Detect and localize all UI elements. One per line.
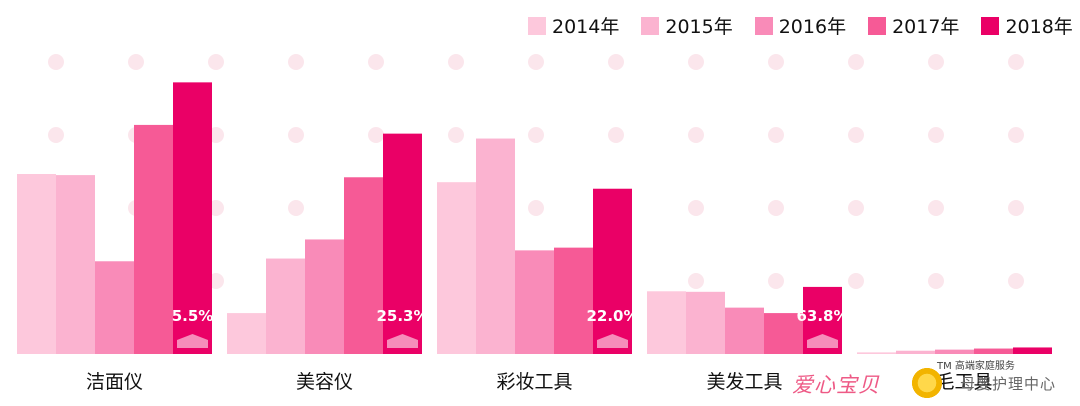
background-dot [48, 54, 64, 70]
background-dot [688, 200, 704, 216]
bar-2015年-脱毛工具 [896, 350, 935, 354]
bar-2015年-彩妆工具 [476, 138, 515, 354]
background-dot [288, 200, 304, 216]
bar-2016年-脱毛工具 [935, 349, 974, 354]
legend-swatch [868, 16, 887, 35]
category-label: 美容仪 [296, 371, 353, 393]
bar-2015年-美发工具 [686, 291, 725, 354]
background-dot [768, 273, 784, 289]
legend-swatch [641, 16, 660, 35]
legend-item: 2014年 [528, 12, 619, 39]
legend-item: 2017年 [868, 12, 959, 39]
background-dot [1008, 200, 1024, 216]
background-dot [48, 127, 64, 143]
background-dot [608, 54, 624, 70]
bar-2016年-美发工具 [725, 307, 764, 354]
background-dot [288, 54, 304, 70]
legend-label: 2014年 [552, 16, 620, 38]
category-label: 美发工具 [706, 371, 782, 393]
background-dot [928, 273, 944, 289]
growth-label: 5.5% [172, 307, 214, 325]
bar-2016年-洁面仪 [95, 261, 134, 354]
bar-2017年-美发工具 [764, 313, 803, 354]
bar-2014年-脱毛工具 [857, 352, 896, 354]
background-dot [368, 54, 384, 70]
legend-swatch [981, 16, 1000, 35]
bar-2014年-美发工具 [647, 291, 686, 354]
background-dot [1008, 273, 1024, 289]
legend-label: 2018年 [1005, 16, 1073, 38]
bar-2017年-洁面仪 [134, 124, 173, 354]
bar-2015年-洁面仪 [56, 175, 95, 354]
growth-arrow-icon [387, 334, 418, 348]
watermark-subtitle: 母婴护理中心 [960, 375, 1057, 393]
growth-label: 63.8% [796, 307, 848, 325]
background-dot [928, 127, 944, 143]
background-dot [1008, 127, 1024, 143]
bar-2017年-脱毛工具 [974, 348, 1013, 354]
background-dot [928, 54, 944, 70]
background-dot [848, 273, 864, 289]
background-dot [768, 54, 784, 70]
bar-2018年-洁面仪 [173, 82, 212, 354]
background-dot [688, 127, 704, 143]
background-dot [848, 54, 864, 70]
background-dot [528, 54, 544, 70]
legend-item: 2018年 [981, 12, 1073, 39]
legend-label: 2016年 [778, 16, 847, 38]
background-dot [1008, 54, 1024, 70]
legend-item: 2015年 [641, 12, 733, 39]
background-dot [848, 200, 864, 216]
background-dot [608, 127, 624, 143]
legend: 2014年 2015年 2016年 2017年 2018年 [528, 12, 1073, 39]
background-dot [528, 127, 544, 143]
background-dot [368, 127, 384, 143]
legend-item: 2016年 [754, 12, 847, 39]
bar-2018年-彩妆工具 [593, 188, 632, 354]
growth-arrow-icon [177, 334, 208, 348]
background-dot [288, 127, 304, 143]
watermark-tm: TM 高端家庭服务 [937, 361, 1015, 372]
watermark: 爱心宝贝 TM 高端家庭服务 母婴护理中心 [792, 361, 1080, 406]
bar-2016年-彩妆工具 [515, 250, 554, 354]
background-dot [768, 127, 784, 143]
growth-arrow-icon [597, 334, 628, 348]
growth-arrow-icon [807, 334, 838, 348]
category-label: 彩妆工具 [496, 371, 572, 393]
growth-label: 22.0% [586, 307, 638, 325]
bar-2018年-美容仪 [383, 133, 422, 354]
background-dot [128, 54, 144, 70]
bar-2018年-脱毛工具 [1013, 347, 1052, 354]
legend-label: 2015年 [665, 16, 733, 38]
background-dot [928, 200, 944, 216]
watermark-brand: 爱心宝贝 [792, 373, 880, 397]
bar-2015年-美容仪 [266, 258, 305, 354]
bar-2016年-美容仪 [305, 239, 344, 354]
bar-2014年-美容仪 [227, 313, 266, 354]
bar-2014年-彩妆工具 [437, 182, 476, 354]
legend-swatch [754, 16, 773, 35]
bar-2017年-美容仪 [344, 177, 383, 354]
growth-label: 25.3% [376, 307, 428, 325]
background-dot [448, 54, 464, 70]
category-label: 洁面仪 [86, 371, 143, 393]
bars-layer: 5.5% 25.3% 22.0% 63.8% [17, 82, 1052, 354]
background-dot [848, 127, 864, 143]
legend-swatch [528, 16, 546, 35]
background-dot [688, 54, 704, 70]
background-dot [688, 273, 704, 289]
background-dot [448, 127, 464, 143]
background-dot [208, 54, 224, 70]
bar-2014年-洁面仪 [17, 174, 56, 354]
background-dot [768, 200, 784, 216]
background-dot [528, 200, 544, 216]
bar-2017年-彩妆工具 [554, 247, 593, 354]
legend-label: 2017年 [892, 16, 960, 38]
sun-logo-icon [910, 366, 944, 400]
